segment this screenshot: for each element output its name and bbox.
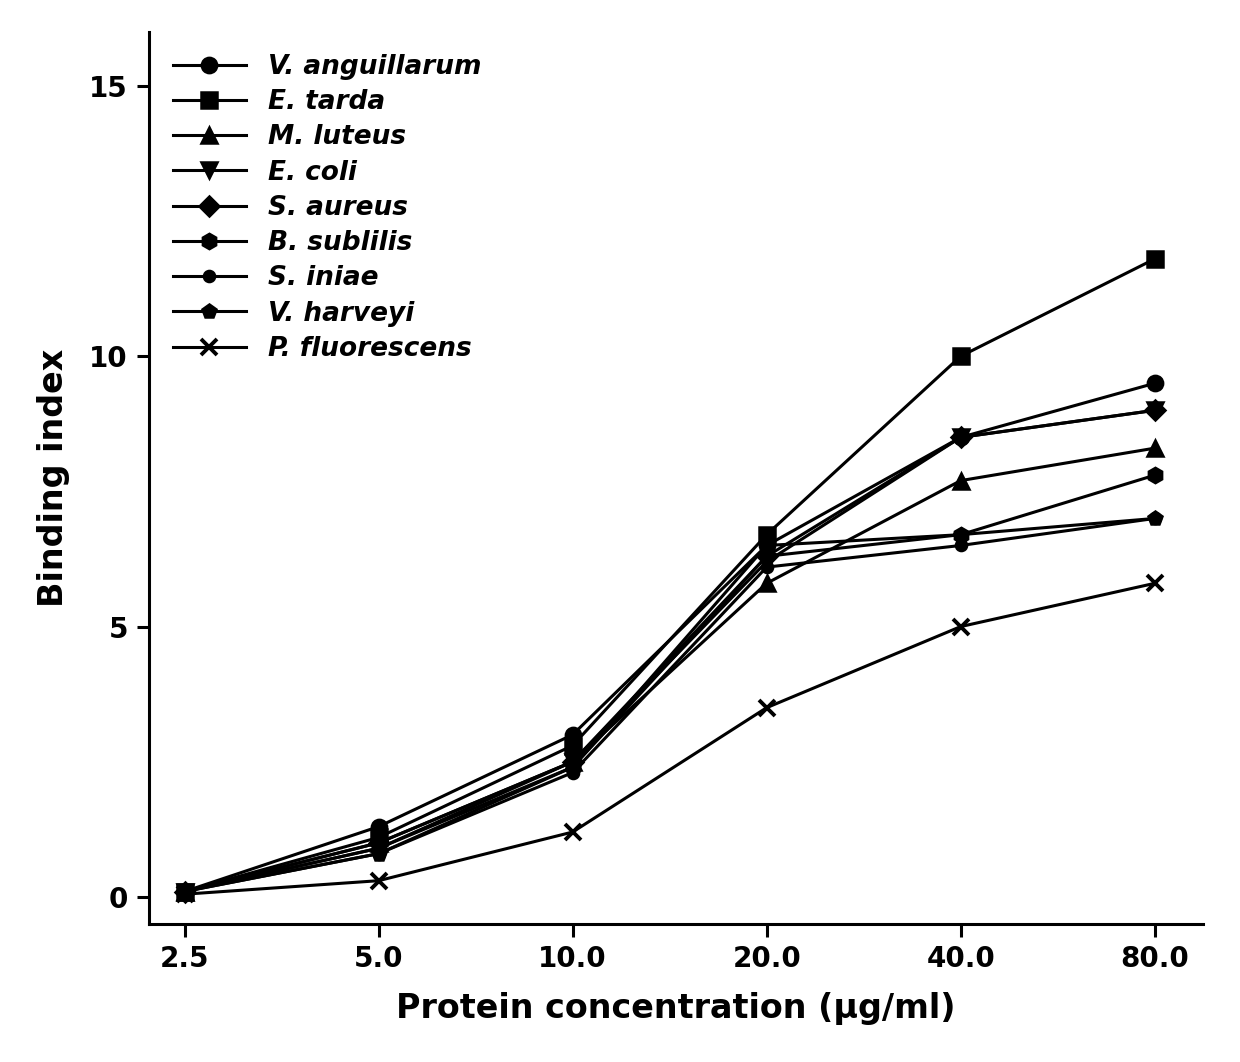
S. aureus <box>954 431 968 444</box>
M. luteus <box>177 885 192 897</box>
M. luteus <box>954 475 968 487</box>
P. fluorescens <box>565 825 580 838</box>
M. luteus <box>565 755 580 768</box>
V. harveyi <box>177 885 192 897</box>
V. anguillarum <box>565 729 580 741</box>
E. tarda <box>371 832 386 844</box>
P. fluorescens <box>1147 577 1162 589</box>
M. luteus <box>371 837 386 850</box>
S. aureus <box>1147 404 1162 416</box>
E. tarda <box>565 739 580 752</box>
Line: P. fluorescens: P. fluorescens <box>176 575 1163 903</box>
E. tarda <box>759 528 774 541</box>
E. coli <box>759 555 774 568</box>
Line: E. coli: E. coli <box>177 402 1162 900</box>
E. coli <box>177 885 192 897</box>
V. harveyi <box>1147 512 1162 525</box>
P. fluorescens <box>759 701 774 714</box>
Line: S. aureus: S. aureus <box>177 404 1162 898</box>
Line: E. tarda: E. tarda <box>177 252 1162 900</box>
S. iniae <box>177 885 192 897</box>
V. anguillarum <box>954 431 968 444</box>
Line: V. harveyi: V. harveyi <box>177 512 1162 898</box>
B. sublilis <box>565 760 580 773</box>
P. fluorescens <box>177 888 192 901</box>
E. coli <box>954 431 968 444</box>
E. tarda <box>1147 253 1162 266</box>
E. tarda <box>954 349 968 362</box>
E. coli <box>1147 404 1162 416</box>
Line: M. luteus: M. luteus <box>177 441 1162 900</box>
P. fluorescens <box>954 620 968 633</box>
V. anguillarum <box>759 539 774 552</box>
B. sublilis <box>371 842 386 855</box>
S. aureus <box>759 550 774 563</box>
E. tarda <box>177 885 192 897</box>
S. iniae <box>759 561 774 573</box>
B. sublilis <box>759 539 774 552</box>
V. harveyi <box>759 550 774 563</box>
V. harveyi <box>371 847 386 860</box>
Legend: V. anguillarum, E. tarda, M. luteus, E. coli, S. aureus, B. sublilis, S. iniae, : V. anguillarum, E. tarda, M. luteus, E. … <box>172 54 481 362</box>
S. iniae <box>954 539 968 552</box>
Line: S. iniae: S. iniae <box>179 513 1161 897</box>
V. harveyi <box>954 528 968 541</box>
S. aureus <box>565 755 580 768</box>
Line: B. sublilis: B. sublilis <box>177 467 1162 900</box>
P. fluorescens <box>371 874 386 887</box>
M. luteus <box>1147 442 1162 455</box>
S. iniae <box>565 766 580 778</box>
Y-axis label: Binding index: Binding index <box>37 348 69 607</box>
E. coli <box>371 842 386 855</box>
S. iniae <box>1147 512 1162 525</box>
S. iniae <box>371 847 386 860</box>
S. aureus <box>177 885 192 897</box>
M. luteus <box>759 577 774 589</box>
V. anguillarum <box>177 885 192 897</box>
V. anguillarum <box>371 820 386 833</box>
B. sublilis <box>177 885 192 897</box>
V. harveyi <box>565 760 580 773</box>
Line: V. anguillarum: V. anguillarum <box>177 376 1162 900</box>
X-axis label: Protein concentration (μg/ml): Protein concentration (μg/ml) <box>396 992 956 1025</box>
B. sublilis <box>954 528 968 541</box>
E. coli <box>565 755 580 768</box>
B. sublilis <box>1147 468 1162 481</box>
V. anguillarum <box>1147 377 1162 390</box>
S. aureus <box>371 837 386 850</box>
